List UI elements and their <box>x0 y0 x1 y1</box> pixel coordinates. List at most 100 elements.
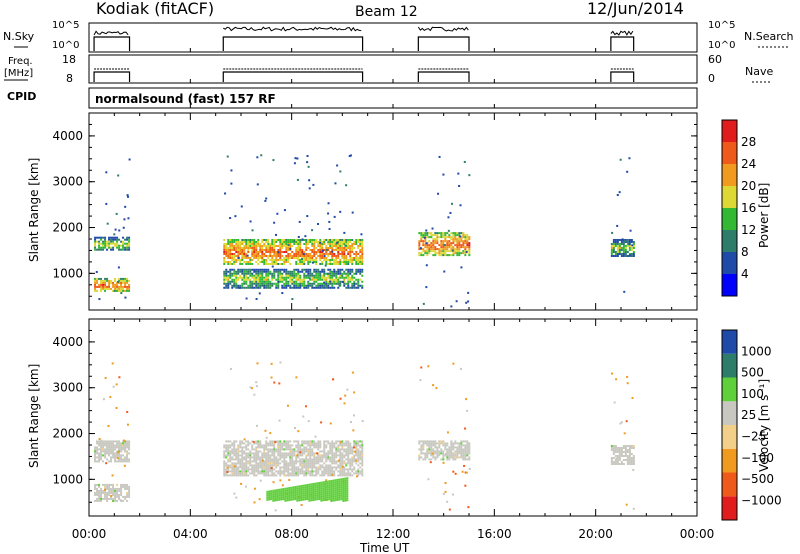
data-cell <box>440 440 443 443</box>
data-cell <box>436 454 439 457</box>
data-cell <box>251 272 254 275</box>
data-cell <box>273 472 276 475</box>
date-title: 12/Jun/2014 <box>587 0 684 18</box>
data-cell <box>108 244 111 247</box>
positive-velocity-cell <box>296 487 299 490</box>
data-cell <box>345 474 348 477</box>
data-cell <box>299 448 302 451</box>
positive-velocity-cell <box>294 494 297 497</box>
data-cell <box>112 452 115 455</box>
data-cell <box>239 470 242 473</box>
data-cell <box>305 446 308 449</box>
data-cell <box>243 238 246 241</box>
data-cell <box>353 282 356 285</box>
data-cell <box>317 286 320 289</box>
data-cell <box>313 278 316 281</box>
data-cell <box>277 448 280 451</box>
data-cell <box>628 446 631 449</box>
data-cell <box>454 456 457 459</box>
data-cell <box>432 450 435 453</box>
data-cell <box>281 272 284 275</box>
data-cell <box>337 238 340 241</box>
data-cell <box>249 258 252 261</box>
data-cell <box>249 472 252 475</box>
positive-velocity-cell <box>282 498 285 501</box>
data-cell <box>112 456 115 459</box>
data-cell <box>126 460 129 463</box>
data-cell <box>612 240 615 243</box>
data-cell <box>462 236 465 239</box>
positive-velocity-cell <box>292 486 295 489</box>
data-cell <box>94 487 97 490</box>
data-cell <box>114 236 117 239</box>
data-cell <box>309 446 312 449</box>
data-cell <box>283 466 286 469</box>
positive-velocity-cell <box>340 490 343 493</box>
data-cell <box>275 458 278 461</box>
data-cell-sparse <box>311 443 314 446</box>
data-cell-sparse <box>323 255 326 258</box>
data-cell <box>432 254 435 257</box>
data-cell-sparse <box>317 223 320 226</box>
data-cell <box>269 464 272 467</box>
data-cell <box>331 238 334 241</box>
data-cell-sparse <box>98 298 101 301</box>
data-cell <box>339 274 342 277</box>
data-cell <box>418 232 421 235</box>
data-cell <box>418 248 421 251</box>
data-cell <box>628 448 631 451</box>
data-cell <box>614 448 617 451</box>
data-cell <box>263 286 266 289</box>
data-cell <box>259 464 262 467</box>
data-cell <box>343 470 346 473</box>
data-cell <box>100 452 103 455</box>
data-cell <box>271 272 274 275</box>
data-cell <box>420 232 423 235</box>
data-cell <box>335 272 338 275</box>
data-cell <box>275 286 278 289</box>
data-cell <box>353 242 356 245</box>
data-cell <box>229 238 232 241</box>
data-cell <box>259 440 262 443</box>
positive-velocity-cell <box>338 488 341 491</box>
data-cell <box>307 458 310 461</box>
data-cell <box>283 268 286 271</box>
data-cell <box>323 268 326 271</box>
data-cell <box>353 444 356 447</box>
data-cell <box>343 242 346 245</box>
data-cell-sparse <box>270 362 273 365</box>
data-cell <box>620 460 623 463</box>
data-cell <box>275 250 278 253</box>
positive-velocity-cell <box>284 489 287 492</box>
data-cell <box>271 462 274 465</box>
data-cell <box>313 442 316 445</box>
data-cell <box>279 466 282 469</box>
data-cell <box>259 472 262 475</box>
data-cell <box>349 472 352 475</box>
data-cell <box>610 244 613 247</box>
data-cell <box>277 238 280 241</box>
data-cell <box>285 238 288 241</box>
data-cell <box>255 242 258 245</box>
data-cell <box>295 260 298 263</box>
data-cell-sparse <box>299 451 302 454</box>
data-cell <box>243 280 246 283</box>
data-cell <box>291 250 294 253</box>
data-cell <box>229 470 232 473</box>
data-cell <box>239 252 242 255</box>
data-cell <box>458 248 461 251</box>
data-cell <box>299 274 302 277</box>
data-cell <box>293 454 296 457</box>
data-cell <box>255 250 258 253</box>
data-cell <box>299 460 302 463</box>
data-cell <box>333 454 336 457</box>
nsky-trace <box>223 26 362 32</box>
data-cell <box>329 276 332 279</box>
data-cell <box>317 470 320 473</box>
data-cell <box>231 472 234 475</box>
data-cell <box>281 250 284 253</box>
data-cell <box>253 268 256 271</box>
data-cell <box>128 485 131 488</box>
data-cell <box>426 252 429 255</box>
data-cell <box>618 456 621 459</box>
